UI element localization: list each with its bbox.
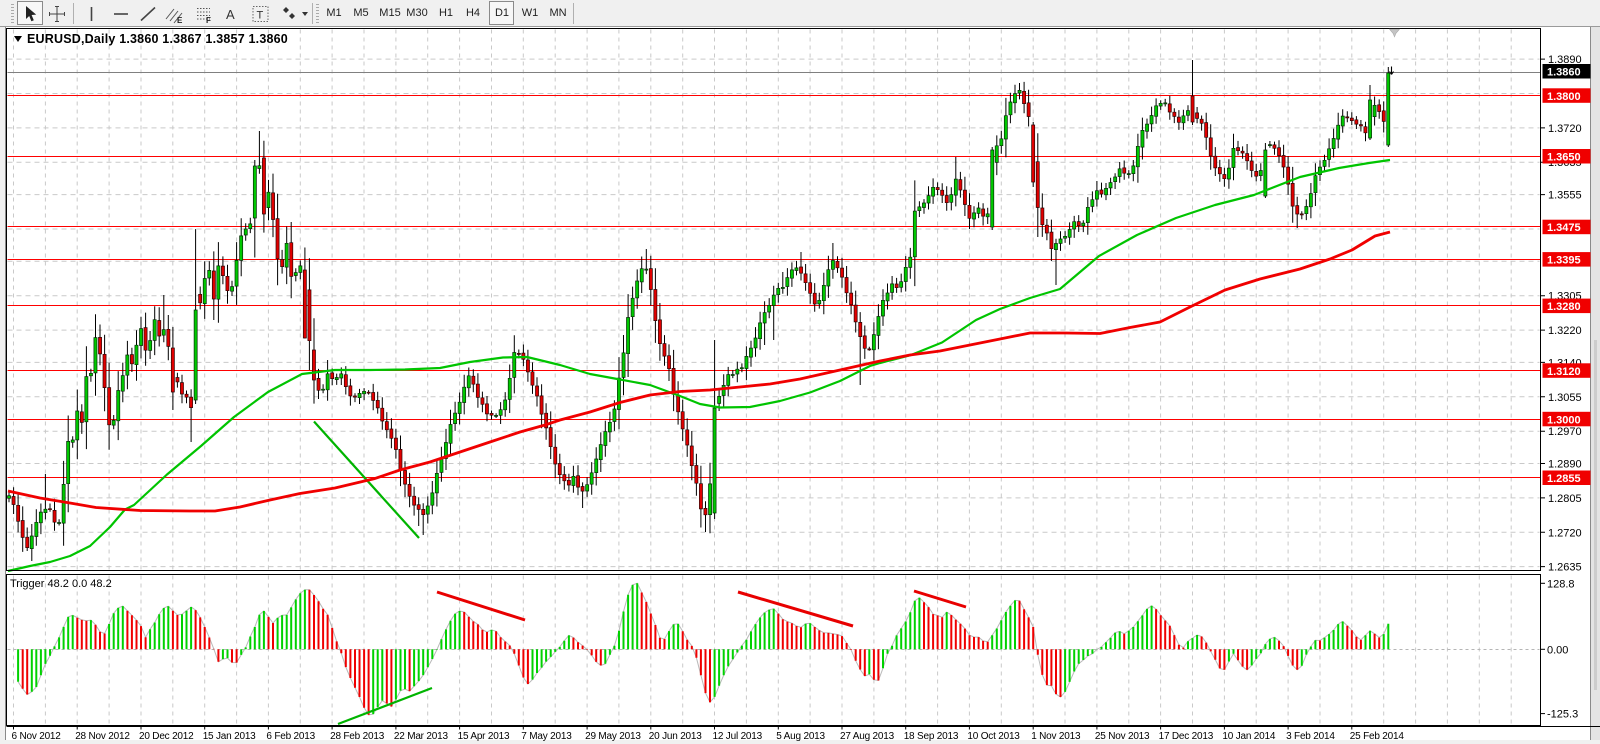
svg-text:1.2720: 1.2720: [1548, 527, 1582, 539]
svg-text:20 Jun 2013: 20 Jun 2013: [649, 731, 702, 742]
svg-text:28 Nov 2012: 28 Nov 2012: [75, 731, 130, 742]
svg-text:1.3280: 1.3280: [1547, 301, 1581, 313]
svg-text:T: T: [257, 10, 264, 22]
svg-text:1.2635: 1.2635: [1548, 562, 1582, 574]
svg-text:18 Sep 2013: 18 Sep 2013: [904, 731, 959, 742]
svg-text:10 Jan 2014: 10 Jan 2014: [1222, 731, 1275, 742]
svg-text:28 Feb 2013: 28 Feb 2013: [330, 731, 385, 742]
svg-text:1.3860: 1.3860: [1547, 67, 1581, 79]
svg-text:1.2805: 1.2805: [1548, 493, 1582, 505]
svg-text:12 Jul 2013: 12 Jul 2013: [713, 731, 763, 742]
svg-text:-125.3: -125.3: [1547, 709, 1578, 721]
svg-text:6 Nov 2012: 6 Nov 2012: [12, 731, 62, 742]
svg-text:1.2890: 1.2890: [1548, 459, 1582, 471]
svg-text:0.00: 0.00: [1547, 644, 1568, 656]
svg-text:15 Jan 2013: 15 Jan 2013: [203, 731, 256, 742]
svg-text:F: F: [206, 16, 211, 25]
svg-text:E: E: [177, 16, 183, 25]
svg-text:1 Nov 2013: 1 Nov 2013: [1031, 731, 1081, 742]
svg-text:7 May 2013: 7 May 2013: [521, 731, 572, 742]
svg-text:17 Dec 2013: 17 Dec 2013: [1159, 731, 1214, 742]
svg-text:3 Feb 2014: 3 Feb 2014: [1286, 731, 1335, 742]
svg-text:A: A: [226, 7, 235, 22]
svg-text:1.3800: 1.3800: [1547, 91, 1581, 103]
svg-text:1.3395: 1.3395: [1547, 255, 1581, 267]
svg-text:22 Mar 2013: 22 Mar 2013: [394, 731, 449, 742]
svg-text:1.3890: 1.3890: [1548, 54, 1582, 66]
svg-text:10 Oct 2013: 10 Oct 2013: [967, 731, 1020, 742]
svg-text:1.3055: 1.3055: [1548, 392, 1582, 404]
svg-text:1.3650: 1.3650: [1547, 152, 1581, 164]
svg-text:1.3000: 1.3000: [1547, 414, 1581, 426]
svg-text:1.2970: 1.2970: [1548, 426, 1582, 438]
svg-text:25 Feb 2014: 25 Feb 2014: [1350, 731, 1405, 742]
svg-text:Trigger 48.2 0.0 48.2: Trigger 48.2 0.0 48.2: [10, 578, 112, 590]
svg-text:1.3720: 1.3720: [1548, 123, 1582, 135]
svg-text:1.2855: 1.2855: [1547, 473, 1581, 485]
svg-text:6 Feb 2013: 6 Feb 2013: [266, 731, 315, 742]
svg-text:128.8: 128.8: [1547, 578, 1575, 590]
svg-text:1.3120: 1.3120: [1547, 366, 1581, 378]
svg-text:EURUSD,Daily 1.3860 1.3867 1.: EURUSD,Daily 1.3860 1.3867 1.3857 1.3860: [27, 32, 288, 46]
svg-text:1.3555: 1.3555: [1548, 190, 1582, 202]
svg-text:1.3220: 1.3220: [1548, 325, 1582, 337]
svg-text:5 Aug 2013: 5 Aug 2013: [776, 731, 825, 742]
svg-text:20 Dec 2012: 20 Dec 2012: [139, 731, 194, 742]
svg-text:27 Aug 2013: 27 Aug 2013: [840, 731, 895, 742]
svg-text:1.3475: 1.3475: [1547, 222, 1581, 234]
svg-text:29 May 2013: 29 May 2013: [585, 731, 641, 742]
svg-text:15 Apr 2013: 15 Apr 2013: [458, 731, 510, 742]
svg-text:25 Nov 2013: 25 Nov 2013: [1095, 731, 1150, 742]
